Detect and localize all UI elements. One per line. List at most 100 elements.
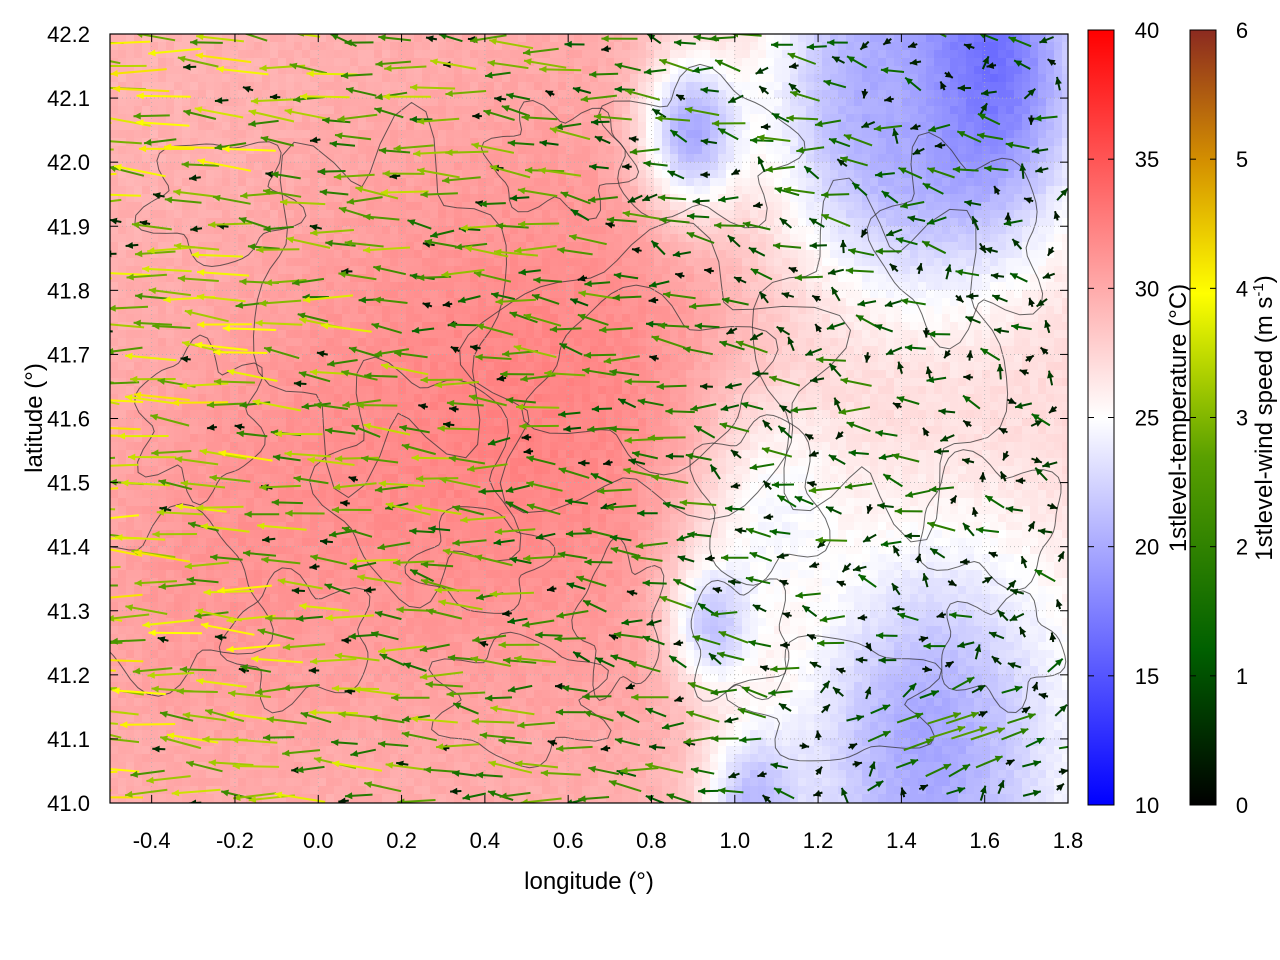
- wind-arrow: [110, 399, 144, 403]
- wind-arrow: [565, 530, 592, 538]
- wind-arrow: [789, 90, 820, 102]
- wind-arrow: [252, 399, 301, 412]
- wind-arrow: [475, 353, 512, 361]
- wind-arrow: [963, 373, 973, 381]
- wind-arrow: [855, 656, 868, 664]
- wind-arrow: [776, 552, 789, 560]
- wind-arrow: [749, 551, 773, 562]
- wind-arrow: [697, 602, 716, 615]
- wind-arrow: [635, 541, 668, 550]
- wind-arrow: [345, 86, 377, 97]
- wind-arrow: [260, 135, 294, 147]
- wind-arrow: [346, 196, 383, 205]
- wind-arrow: [110, 659, 144, 663]
- wind-arrow: [815, 730, 822, 741]
- wind-arrow: [997, 609, 1009, 622]
- wind-arrow: [471, 142, 515, 154]
- wind-arrow: [708, 652, 722, 665]
- wind-arrow: [501, 105, 531, 117]
- y-tick-label: 41.2: [47, 663, 90, 688]
- wind-arrow: [1009, 612, 1025, 622]
- wind-arrow: [570, 208, 590, 222]
- wind-arrow: [1054, 703, 1068, 717]
- wind-arrow: [110, 767, 140, 773]
- wind-arrow: [110, 304, 149, 312]
- wind-arrow: [846, 421, 871, 433]
- wind-arrow: [779, 579, 789, 587]
- wind-arrow: [320, 538, 333, 546]
- wind-arrow: [857, 573, 877, 588]
- wind-arrow: [373, 265, 407, 276]
- wind-arrow: [498, 737, 532, 745]
- wind-arrow: [240, 191, 281, 199]
- wind-arrow: [385, 761, 430, 772]
- wind-arrow: [718, 787, 744, 795]
- wind-arrow: [1055, 599, 1063, 610]
- wind-arrow: [590, 472, 613, 485]
- wind-arrow: [540, 769, 581, 777]
- wind-speed-colorbar-title: 1stlevel-wind speed (m s-1): [1250, 275, 1278, 560]
- wind-arrow: [226, 368, 278, 382]
- wind-arrow: [555, 122, 582, 131]
- wind-arrow: [819, 680, 831, 694]
- wind-speed-colorbar-ticks: 0 1 2 3 4 5 6: [1190, 18, 1248, 818]
- wind-arrow: [429, 229, 455, 239]
- wind-arrow: [1022, 760, 1042, 768]
- wind-arrow: [505, 92, 531, 101]
- wind-arrow: [649, 354, 659, 362]
- wind-arrow: [401, 731, 438, 742]
- wind-arrow: [694, 322, 720, 330]
- wind-arrow: [593, 113, 632, 121]
- wind-arrow: [955, 269, 980, 277]
- wind-arrow: [748, 639, 772, 648]
- wind-arrow: [645, 762, 684, 774]
- wind-arrow: [454, 242, 488, 251]
- wind-arrow: [422, 302, 433, 309]
- wind-arrow: [133, 319, 173, 327]
- wind-arrow: [616, 710, 640, 724]
- temperature-colorbar-tick-label: 25: [1135, 406, 1159, 431]
- wind-arrow: [583, 710, 614, 722]
- wind-arrow: [839, 239, 847, 254]
- wind-arrow: [196, 677, 247, 688]
- wind-arrow: [126, 273, 167, 281]
- wind-arrow: [308, 667, 320, 674]
- wind-arrow: [651, 335, 686, 349]
- wind-arrow: [375, 60, 411, 68]
- wind-arrow: [341, 369, 378, 381]
- wind-arrow: [1055, 76, 1062, 91]
- wind-arrow: [1048, 405, 1058, 414]
- wind-arrow: [572, 651, 591, 663]
- wind-arrow: [517, 721, 555, 729]
- wind-arrow: [626, 589, 638, 597]
- wind-arrow: [148, 629, 203, 637]
- y-tick-label: 42.2: [47, 22, 90, 47]
- wind-arrow: [214, 633, 227, 641]
- wind-arrow: [740, 401, 764, 411]
- wind-arrow: [737, 707, 767, 719]
- wind-arrow: [683, 736, 714, 745]
- y-axis-title: latitude (°): [21, 363, 48, 473]
- wind-arrow: [110, 323, 145, 329]
- wind-arrow: [310, 554, 348, 566]
- wind-arrow: [173, 242, 220, 251]
- wind-arrow: [909, 58, 922, 66]
- wind-arrow: [835, 431, 844, 440]
- wind-arrow: [337, 113, 378, 123]
- wind-arrow: [601, 45, 611, 53]
- wind-arrow: [993, 185, 1001, 195]
- wind-arrow: [479, 732, 515, 740]
- wind-arrow: [185, 760, 223, 773]
- wind-arrow: [263, 225, 294, 233]
- wind-arrow: [852, 564, 867, 572]
- wind-arrow: [938, 34, 947, 38]
- x-tick-label: -0.2: [216, 828, 254, 853]
- wind-arrow: [631, 693, 669, 701]
- wind-arrow: [1037, 528, 1053, 535]
- wind-arrow: [693, 425, 716, 439]
- x-tick-label: 1.0: [719, 828, 750, 853]
- wind-arrow: [833, 397, 842, 412]
- wind-arrow: [686, 710, 720, 723]
- wind-arrow: [675, 93, 686, 102]
- wind-arrow: [1003, 219, 1023, 227]
